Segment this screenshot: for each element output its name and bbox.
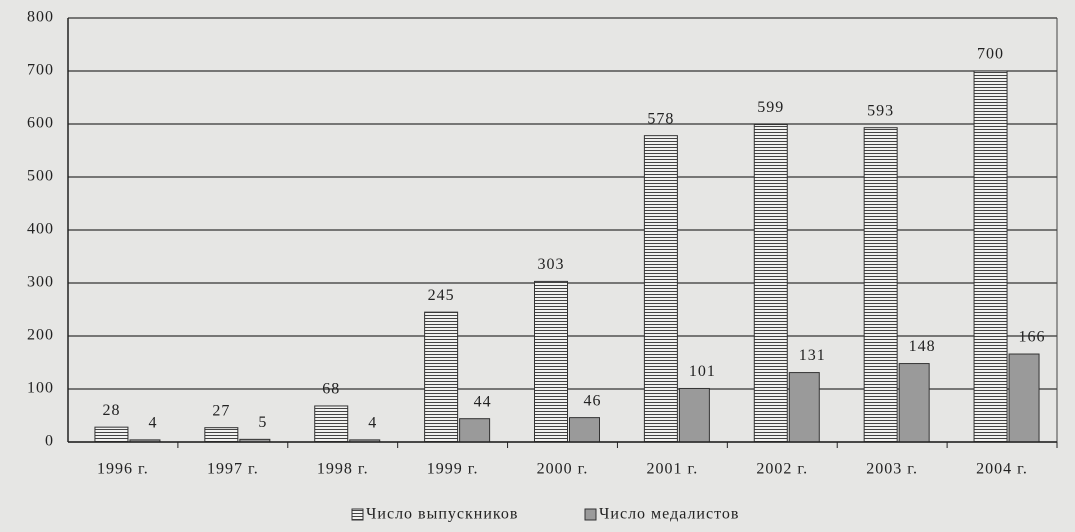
bar xyxy=(94,426,129,443)
bar xyxy=(459,418,491,443)
bar xyxy=(534,280,568,443)
bar xyxy=(1008,353,1040,443)
legend-label: Число выпускников xyxy=(366,506,518,523)
value-label: 599 xyxy=(757,99,784,116)
y-tick-label: 700 xyxy=(27,62,54,79)
x-tick-label: 1997 г. xyxy=(207,461,259,478)
value-label: 4 xyxy=(148,415,157,432)
value-label: 700 xyxy=(977,46,1004,63)
value-label: 101 xyxy=(689,363,716,380)
x-tick-label: 2003 г. xyxy=(866,461,918,478)
value-label: 303 xyxy=(538,256,565,273)
value-label: 593 xyxy=(867,102,894,119)
x-tick-label: 2000 г. xyxy=(537,461,589,478)
x-tick-label: 1996 г. xyxy=(97,461,149,478)
bar xyxy=(314,405,349,443)
value-label: 5 xyxy=(258,414,267,431)
x-tick-label: 2001 г. xyxy=(647,461,699,478)
value-label: 68 xyxy=(322,381,340,398)
y-tick-label: 0 xyxy=(45,433,54,450)
value-label: 27 xyxy=(212,402,230,419)
value-label: 131 xyxy=(799,347,826,364)
legend-swatch xyxy=(351,508,364,521)
x-tick-label: 2004 г. xyxy=(976,461,1028,478)
value-label: 46 xyxy=(584,392,602,409)
y-tick-label: 600 xyxy=(27,115,54,132)
bar xyxy=(204,427,239,443)
x-tick-label: 2002 г. xyxy=(756,461,808,478)
value-label: 4 xyxy=(368,415,377,432)
value-label: 578 xyxy=(647,110,674,127)
y-tick-label: 500 xyxy=(27,168,54,185)
value-label: 28 xyxy=(102,402,120,419)
bar xyxy=(569,417,600,443)
legend-label: Число медалистов xyxy=(599,506,739,523)
y-tick-label: 400 xyxy=(27,221,54,238)
y-tick-label: 300 xyxy=(27,274,54,291)
bar xyxy=(424,311,459,443)
bar xyxy=(973,70,1008,443)
bar xyxy=(863,127,898,443)
bar xyxy=(898,363,930,443)
y-tick-label: 200 xyxy=(27,327,54,344)
bar xyxy=(643,135,678,443)
bar xyxy=(788,372,820,443)
y-tick-label: 800 xyxy=(27,9,54,26)
bar xyxy=(678,387,710,443)
y-tick-label: 100 xyxy=(27,380,54,397)
value-label: 44 xyxy=(474,393,492,410)
value-label: 148 xyxy=(909,338,936,355)
x-tick-label: 1999 г. xyxy=(427,461,479,478)
bar xyxy=(753,124,788,443)
value-label: 166 xyxy=(1019,329,1046,346)
x-tick-label: 1998 г. xyxy=(317,461,369,478)
value-label: 245 xyxy=(428,287,455,304)
legend-swatch xyxy=(584,508,597,521)
